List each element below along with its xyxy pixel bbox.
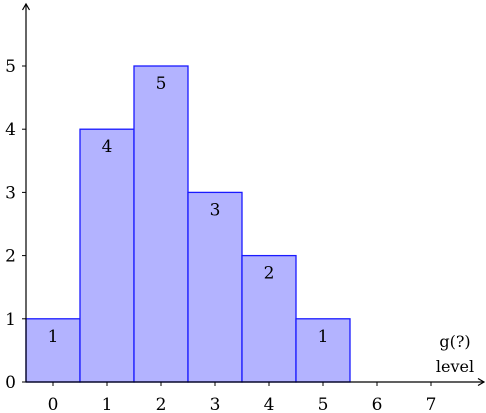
x-tick-label: 1: [102, 395, 113, 413]
y-tick-label: 5: [5, 57, 16, 77]
y-tick-label: 1: [5, 310, 16, 330]
y-tick-label: 0: [5, 373, 16, 393]
x-tick-label: 6: [372, 395, 383, 413]
bar-1: [79, 128, 135, 383]
x-axis-arrow-icon: [477, 377, 486, 387]
x-tick-label: 3: [210, 395, 221, 413]
bar-value-label: 1: [48, 327, 59, 347]
bars-group: 1 4 5 3 2 1: [25, 65, 351, 383]
x-axis-label: level: [436, 357, 474, 376]
bar-value-label: 4: [102, 137, 113, 157]
bar-3: [187, 191, 243, 383]
bar-value-label: 2: [264, 264, 275, 284]
bar-value-label: 5: [156, 74, 167, 94]
x-tick-label: 5: [318, 395, 329, 413]
bar-value-label: 1: [318, 327, 329, 347]
x-axis-annotation: g(?): [439, 332, 470, 351]
x-tick-label: 2: [156, 395, 167, 413]
y-tick-label: 3: [5, 183, 16, 203]
bar-2: [133, 65, 189, 383]
ticks-group: 0 1 2 3 4 5 6 7 0 1 2 3 4 5: [5, 57, 436, 413]
x-tick-label: 0: [48, 395, 59, 413]
y-tick-label: 4: [5, 120, 16, 140]
y-tick-label: 2: [5, 247, 16, 267]
x-tick-label: 4: [264, 395, 275, 413]
bar-value-label: 3: [210, 200, 221, 220]
x-tick-label: 7: [426, 395, 437, 413]
bar-0: [25, 318, 81, 383]
y-axis-arrow-icon: [21, 2, 31, 11]
bar-4: [241, 254, 297, 383]
